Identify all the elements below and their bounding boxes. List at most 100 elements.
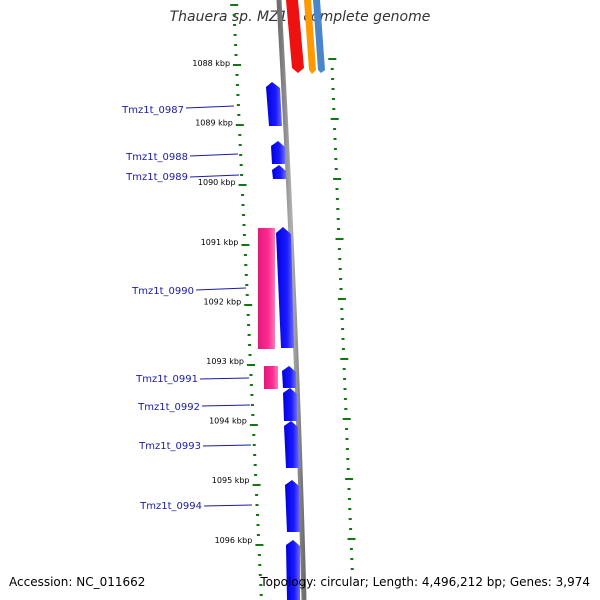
tick-minor-right (335, 198, 339, 200)
tick-minor-right (340, 318, 344, 320)
gene-label-leader-line (201, 404, 251, 407)
gene-feature-0988[interactable] (271, 141, 285, 164)
tick-minor-right (335, 188, 339, 190)
tick-minor-left (236, 104, 240, 106)
tick-minor-left (256, 514, 259, 516)
gene-feature-orange[interactable] (304, 0, 316, 74)
gene-feature-next[interactable] (286, 540, 300, 600)
tick-major-left (235, 124, 244, 126)
gene-label-tmz1t_0989[interactable]: Tmz1t_0989 (125, 172, 188, 183)
tick-minor-right (331, 98, 335, 100)
tick-minor-right (332, 108, 336, 110)
gene-feature-red[interactable] (286, 0, 304, 73)
tick-minor-right (338, 268, 342, 270)
gene-label-tmz1t_0991[interactable]: Tmz1t_0991 (135, 374, 198, 385)
tick-minor-right (331, 78, 335, 80)
tick-major-left (255, 544, 264, 546)
tick-minor-right (346, 458, 350, 460)
tick-major-right (347, 538, 356, 540)
tick-minor-left (258, 574, 262, 576)
tick-label: 1091 kbp (201, 238, 239, 247)
tick-major-left (249, 424, 258, 426)
tick-label: 1092 kbp (203, 297, 241, 306)
tick-major-left (247, 364, 255, 366)
gene-label-leader-line (199, 377, 250, 380)
gene-feature-0993[interactable] (284, 421, 299, 468)
tick-minor-right (339, 288, 343, 290)
tick-minor-left (253, 464, 257, 466)
tick-minor-left (244, 274, 248, 276)
tick-major-left (252, 484, 261, 486)
tick-minor-left (242, 234, 246, 236)
tick-minor-right (341, 348, 345, 350)
tick-minor-right (334, 158, 338, 160)
tick-minor-left (242, 224, 246, 226)
tick-marks-right (328, 58, 356, 570)
gene-label-tmz1t_0988[interactable]: Tmz1t_0988 (125, 152, 188, 163)
tick-minor-left (245, 294, 249, 296)
tick-minor-left (244, 264, 248, 266)
tick-major-right (333, 178, 342, 180)
tick-minor-right (350, 558, 354, 560)
tick-minor-right (333, 138, 337, 140)
tick-label: 1088 kbp (192, 59, 230, 68)
tick-minor-left (237, 114, 241, 116)
tick-minor-left (251, 414, 255, 416)
tick-minor-right (348, 508, 352, 510)
tick-minor-right (343, 398, 347, 400)
tick-minor-left (253, 454, 257, 456)
gene-feature-0991[interactable] (282, 366, 296, 388)
tick-major-left (244, 304, 253, 306)
gene-label-tmz1t_0992[interactable]: Tmz1t_0992 (137, 402, 200, 413)
tick-minor-right (331, 88, 335, 90)
tick-minor-left (248, 344, 252, 346)
tick-minor-right (334, 168, 338, 170)
gene-feature-pink-0991[interactable] (264, 366, 278, 389)
tick-minor-left (235, 84, 239, 86)
gene-label-leader-line (189, 153, 239, 157)
tick-major-right (330, 118, 339, 120)
gene-feature-pink-0990[interactable] (258, 228, 275, 349)
gene-label-tmz1t_0994[interactable]: Tmz1t_0994 (139, 501, 202, 512)
tick-minor-left (235, 74, 239, 76)
tick-label: 1089 kbp (195, 119, 233, 128)
gene-label-tmz1t_0987[interactable]: Tmz1t_0987 (121, 105, 184, 116)
gene-feature-0994[interactable] (285, 480, 300, 532)
genome-backbone (276, 0, 307, 600)
tick-minor-right (350, 568, 354, 570)
tick-minor-right (341, 328, 345, 330)
tick-minor-left (232, 14, 236, 16)
tick-minor-right (347, 498, 351, 500)
tick-minor-right (342, 368, 346, 370)
tick-minor-left (234, 44, 238, 46)
gene-feature-0987[interactable] (266, 82, 282, 126)
tick-minor-left (259, 594, 263, 596)
tick-minor-left (252, 434, 256, 436)
tick-minor-right (345, 428, 349, 430)
tick-major-right (342, 418, 351, 420)
tick-minor-right (349, 528, 353, 530)
tick-minor-right (333, 148, 337, 150)
tick-minor-left (242, 214, 245, 216)
tick-minor-right (339, 278, 343, 280)
gene-feature-0990[interactable] (276, 227, 294, 348)
gene-feature-0989[interactable] (272, 165, 286, 179)
topology-text: Topology: circular; Length: 4,496,212 bp… (260, 575, 590, 589)
tick-marks-left (230, 4, 264, 596)
tick-labels: 1088 kbp 1089 kbp 1090 kbp 1091 kbp 1092 kbp… (192, 59, 252, 545)
gene-label-tmz1t_0990[interactable]: Tmz1t_0990 (131, 286, 194, 297)
tick-minor-left (248, 354, 252, 356)
tick-minor-right (341, 338, 345, 340)
tick-minor-right (336, 208, 340, 210)
tick-minor-left (243, 254, 247, 256)
gene-group-top (286, 0, 325, 74)
gene-label-tmz1t_0993[interactable]: Tmz1t_0993 (138, 441, 201, 452)
gene-feature-0992[interactable] (283, 388, 297, 421)
tick-minor-left (233, 34, 237, 36)
gene-feature-lightblue[interactable] (313, 0, 325, 73)
tick-minor-left (255, 504, 259, 506)
tick-label: 1090 kbp (198, 178, 236, 187)
tick-minor-left (256, 534, 260, 536)
